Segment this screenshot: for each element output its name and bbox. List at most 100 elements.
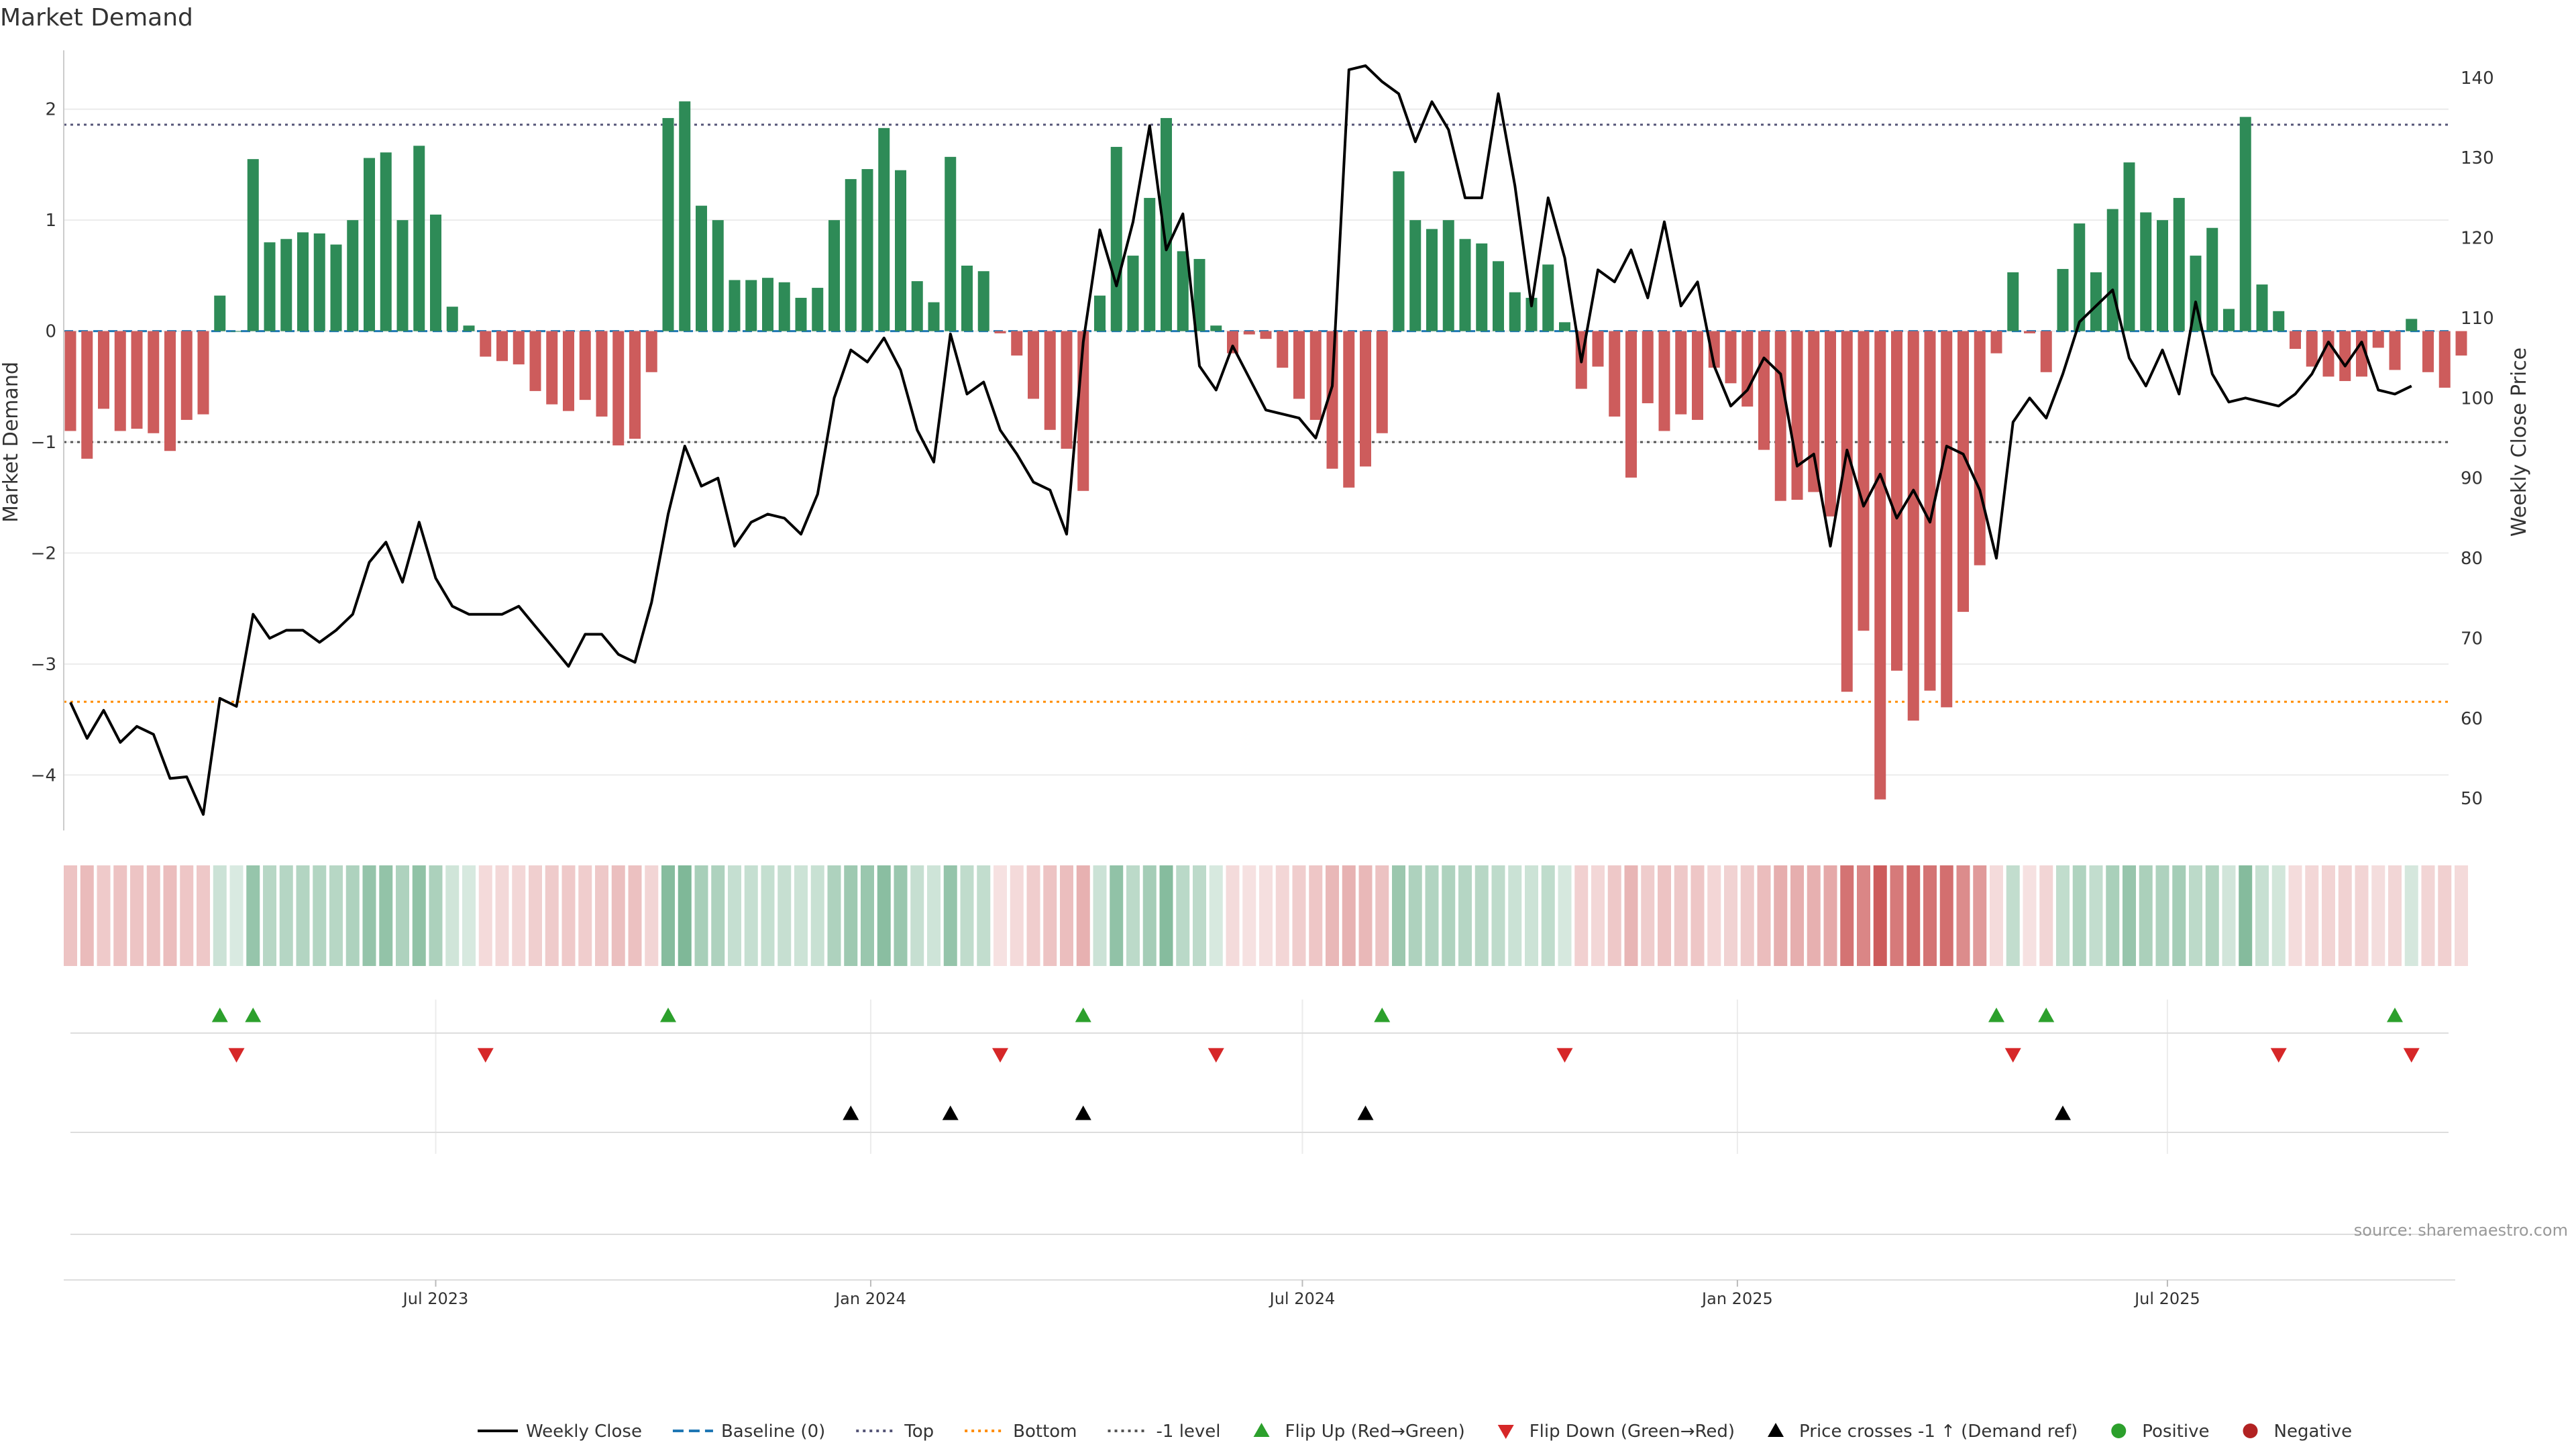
heat-cell <box>910 865 924 966</box>
heat-cell <box>2155 865 2169 966</box>
heat-cell <box>2388 865 2402 966</box>
heat-cell <box>1010 865 1024 966</box>
y2-tick-label: 120 <box>2461 229 2494 249</box>
demand-bar <box>612 331 625 445</box>
heat-cell <box>1259 865 1273 966</box>
legend-label: Bottom <box>1013 1421 1077 1442</box>
y2-tick-label: 80 <box>2461 549 2483 569</box>
demand-bar <box>180 331 193 420</box>
heat-cell <box>1840 865 1854 966</box>
demand-bar <box>1210 325 1222 331</box>
heat-cell <box>512 865 526 966</box>
heat-cell <box>2338 865 2352 966</box>
heat-cell <box>1043 865 1057 966</box>
legend-item: -1 level <box>1108 1421 1221 1442</box>
heat-cell <box>313 865 327 966</box>
heat-cell <box>794 865 808 966</box>
heat-cell <box>1226 865 1240 966</box>
demand-bar <box>845 178 857 331</box>
demand-bar <box>2206 227 2218 331</box>
heat-cell <box>1624 865 1638 966</box>
heat-cell <box>1873 865 1887 966</box>
demand-bar <box>2123 162 2135 331</box>
y-tick-label: 1 <box>45 211 56 231</box>
heat-cell <box>2023 865 2037 966</box>
demand-bar <box>2239 117 2251 331</box>
y2-tick-label: 140 <box>2461 68 2494 89</box>
heat-cell <box>1973 865 1987 966</box>
legend-label: Negative <box>2274 1421 2353 1442</box>
heat-cell <box>1458 865 1472 966</box>
heat-cell <box>2072 865 2086 966</box>
heat-cell <box>2355 865 2369 966</box>
price-cross-marker <box>843 1106 859 1120</box>
y2-tick-label: 60 <box>2461 709 2483 729</box>
heat-cell <box>678 865 692 966</box>
heat-cell <box>1309 865 1323 966</box>
legend-item: Negative <box>2243 1421 2353 1442</box>
demand-bar <box>1609 331 1621 417</box>
demand-bar <box>579 331 591 400</box>
heat-cell <box>861 865 874 966</box>
heat-cell <box>2322 865 2335 966</box>
demand-bar <box>2040 331 2052 372</box>
demand-bar <box>413 146 425 331</box>
heat-cell <box>1707 865 1721 966</box>
demand-bar <box>745 280 757 331</box>
flip-down-marker <box>1208 1048 1224 1063</box>
heat-cell <box>113 865 127 966</box>
heat-cell <box>595 865 608 966</box>
flip-up-marker <box>1075 1008 1091 1022</box>
demand-bar <box>1708 331 1720 368</box>
demand-bar <box>2322 331 2334 377</box>
demand-bar <box>2339 331 2351 382</box>
heat-cell <box>1591 865 1605 966</box>
demand-bar <box>712 220 724 331</box>
heat-cell <box>1558 865 1572 966</box>
price-cross-marker <box>942 1106 959 1120</box>
demand-bar <box>247 159 259 331</box>
demand-bar <box>280 239 292 331</box>
chart-title: Market Demand <box>0 4 193 32</box>
demand-bar <box>2173 198 2185 331</box>
demand-bar <box>2074 223 2086 331</box>
legend-swatch-triangle-up <box>1768 1423 1784 1437</box>
demand-bar <box>1509 292 1521 331</box>
demand-bar <box>2223 309 2235 331</box>
axes: 2 1 0 −1 −2 −3 −4 140 130 120 110 100 90 80 70 60 50 Mark… <box>0 50 2531 830</box>
legend-item: Top <box>856 1421 934 1442</box>
heat-cell <box>2239 865 2253 966</box>
heat-cell <box>1807 865 1821 966</box>
heat-cell <box>345 865 360 966</box>
heat-cell <box>478 865 492 966</box>
reference-lines <box>64 123 2449 703</box>
heat-cell <box>229 865 244 966</box>
heat-cell <box>2421 865 2435 966</box>
legend-label: -1 level <box>1157 1421 1221 1442</box>
heat-cell <box>661 865 675 966</box>
heat-cell <box>1690 865 1705 966</box>
heat-cell <box>1425 865 1439 966</box>
demand-bar <box>1227 331 1238 354</box>
demand-bar <box>928 302 940 331</box>
flip-down-marker <box>2403 1048 2420 1063</box>
demand-bar <box>496 331 508 362</box>
heat-cell <box>1890 865 1904 966</box>
heat-cell <box>994 865 1007 966</box>
demand-bar <box>1127 256 1139 331</box>
heat-cell <box>1176 865 1190 966</box>
demand-bar <box>1592 331 1604 367</box>
demand-bar <box>546 331 558 405</box>
heat-cell <box>2288 865 2302 966</box>
heat-cell <box>545 865 559 966</box>
legend-item: Bottom <box>965 1421 1077 1442</box>
heat-cell <box>2039 865 2053 966</box>
heat-cell <box>2106 865 2120 966</box>
demand-bar <box>1990 331 2002 354</box>
heat-cell <box>1292 865 1306 966</box>
demand-bar <box>2157 220 2168 331</box>
heat-cell <box>1939 865 1953 966</box>
legend-item: Flip Down (Green→Red) <box>1497 1421 1735 1442</box>
y-tick-label: −2 <box>31 543 56 564</box>
y-axis-title: Market Demand <box>0 362 23 523</box>
